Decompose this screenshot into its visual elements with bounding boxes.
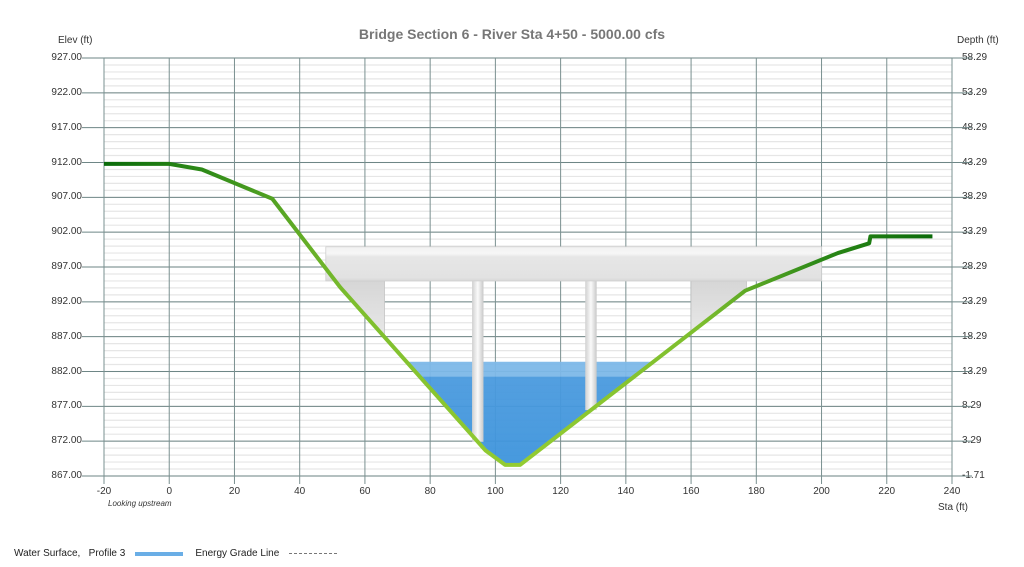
legend-energy-grade-swatch xyxy=(289,553,338,554)
y-tick-label: 877.00 xyxy=(51,400,82,412)
y2-tick-label: 48.29 xyxy=(962,121,988,133)
y2-tick-label: 18.29 xyxy=(962,330,988,342)
legend: Water Surface, Profile 3 Energy Grade Li… xyxy=(14,548,338,559)
looking-upstream-note: Looking upstream xyxy=(108,499,172,508)
y2-tick-label: -1.71 xyxy=(962,470,985,481)
y-tick-label: 872.00 xyxy=(51,435,82,447)
y-tick-label: 892.00 xyxy=(51,295,82,307)
y-tick-label: 867.00 xyxy=(51,470,82,481)
y-tick-label: 902.00 xyxy=(51,226,82,238)
y2-tick-label: 8.29 xyxy=(962,400,982,412)
y2-tick-label: 13.29 xyxy=(962,365,988,377)
x-tick-label: 200 xyxy=(813,486,830,497)
y2-tick-label: 28.29 xyxy=(962,261,988,272)
y-tick-label: 927.00 xyxy=(51,52,82,63)
ground-profile-line xyxy=(104,161,933,467)
x-tick-label: 20 xyxy=(228,486,241,497)
y2-tick-label: 3.29 xyxy=(962,435,982,447)
y-tick-label: 912.00 xyxy=(51,156,82,168)
y-tick-label: 897.00 xyxy=(51,261,82,272)
chart-title: Bridge Section 6 - River Sta 4+50 - 5000… xyxy=(358,26,666,42)
y2-tick-label: 53.29 xyxy=(962,86,988,98)
x-tick-label: 160 xyxy=(682,486,700,497)
legend-water-surface-label: Water Surface, Profile 3 xyxy=(14,548,126,559)
y-tick-label: 917.00 xyxy=(51,121,82,133)
x-tick-label: 80 xyxy=(424,486,436,497)
y-tick-label: 887.00 xyxy=(51,330,82,342)
legend-energy-grade-label: Energy Grade Line xyxy=(195,548,280,559)
x-tick-label: 60 xyxy=(359,486,371,497)
y-axis-title: Elev (ft) xyxy=(58,35,93,46)
x-tick-label: 140 xyxy=(617,486,635,497)
x-tick-label: 120 xyxy=(552,486,569,497)
x-tick-label: 240 xyxy=(943,486,961,497)
y-tick-label: 922.00 xyxy=(51,86,82,98)
x-tick-label: 180 xyxy=(747,486,765,497)
x-tick-label: -20 xyxy=(96,486,112,497)
y-tick-label: 907.00 xyxy=(51,191,82,203)
y2-tick-label: 58.29 xyxy=(962,52,988,63)
legend-water-surface-swatch xyxy=(135,551,184,556)
x-tick-label: 0 xyxy=(166,486,172,497)
x-tick-label: 40 xyxy=(294,486,306,497)
x-tick-label: 100 xyxy=(487,486,504,497)
x-axis-title: Sta (ft) xyxy=(938,502,969,513)
y2-axis-title: Depth (ft) xyxy=(957,35,999,46)
y2-tick-label: 33.29 xyxy=(962,226,988,238)
y-tick-label: 882.00 xyxy=(51,365,82,377)
y2-tick-label: 23.29 xyxy=(962,295,988,307)
x-tick-label: 220 xyxy=(878,486,896,497)
y2-tick-label: 43.29 xyxy=(962,156,988,168)
y2-tick-label: 38.29 xyxy=(962,191,988,203)
